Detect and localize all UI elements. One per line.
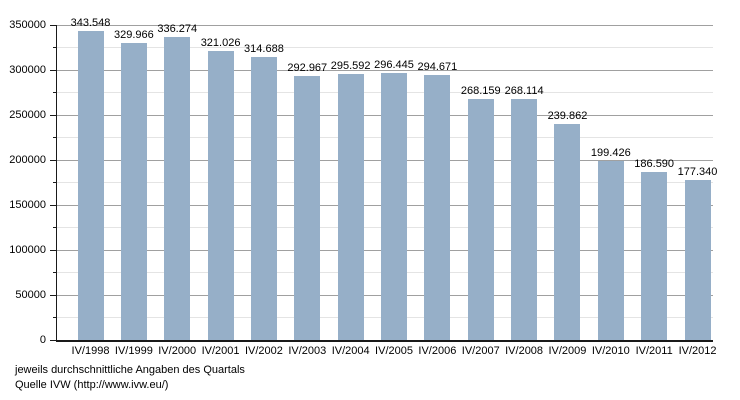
x-tick-label: IV/2009 [548, 345, 587, 357]
bar [597, 160, 624, 340]
bar-value-label: 321.026 [200, 37, 241, 50]
bar [77, 30, 104, 340]
y-minor-tick [53, 272, 57, 273]
y-tick-label: 200000 [9, 154, 46, 166]
y-tick-label: 100000 [9, 244, 46, 256]
y-minor-tick [53, 92, 57, 93]
x-tick-label: IV/2001 [201, 345, 240, 357]
y-tick-label: 0 [39, 334, 46, 346]
bar-value-label: 199.426 [590, 146, 631, 159]
bar-value-label: 239.862 [547, 110, 588, 123]
x-tick-label: IV/2010 [591, 345, 630, 357]
bar [207, 51, 234, 340]
y-axis-line [55, 25, 57, 342]
y-tick-label: 150000 [9, 199, 46, 211]
bar-value-label: 186.590 [634, 158, 675, 171]
y-tick-label: 350000 [9, 19, 46, 31]
bar [294, 76, 321, 340]
x-tick-label: IV/1998 [71, 345, 110, 357]
bar-value-label: 296.445 [374, 59, 414, 72]
x-tick-label: IV/2000 [158, 345, 197, 357]
bar-value-label: 177.340 [677, 166, 718, 179]
x-tick-label: IV/2007 [461, 345, 500, 357]
x-tick-label: IV/2005 [375, 345, 413, 357]
bar [467, 98, 494, 340]
bar-value-label: 343.548 [70, 16, 111, 29]
y-major-tick [50, 294, 57, 296]
bar-value-label: 295.592 [330, 59, 371, 72]
chart-caption-line2: Quelle IVW (http://www.ivw.eu/) [15, 379, 169, 391]
bar-value-label: 292.967 [287, 62, 328, 75]
x-tick-label: IV/2006 [418, 345, 457, 357]
x-axis-line [55, 340, 713, 342]
y-minor-tick [53, 317, 57, 318]
bar [554, 124, 581, 340]
x-tick-label: IV/2008 [505, 345, 544, 357]
bar-value-label: 268.159 [460, 84, 501, 97]
y-tick-label: 250000 [9, 109, 46, 121]
bar [381, 73, 408, 340]
bar-value-label: 268.114 [504, 84, 544, 97]
x-tick-label: IV/2011 [635, 345, 673, 357]
y-minor-tick [53, 227, 57, 228]
y-major-tick [50, 249, 57, 251]
bar [337, 73, 364, 340]
y-major-tick [50, 204, 57, 206]
bar [641, 172, 668, 340]
bar [424, 74, 451, 340]
chart-caption-line1: jeweils durchschnittliche Angaben des Qu… [15, 364, 245, 376]
bar-value-label: 329.966 [113, 29, 154, 42]
bar [120, 43, 147, 340]
y-minor-gridline [57, 47, 713, 48]
bar [684, 180, 711, 340]
bar [250, 56, 277, 340]
y-minor-tick [53, 182, 57, 183]
bar [164, 37, 191, 340]
bar-value-label: 294.671 [417, 60, 458, 73]
bar-value-label: 336.274 [157, 23, 198, 36]
x-tick-label: IV/2003 [288, 345, 327, 357]
y-major-tick [50, 339, 57, 341]
y-tick-label: 300000 [9, 64, 46, 76]
y-major-tick [50, 159, 57, 161]
y-major-gridline [57, 24, 713, 26]
y-major-gridline [57, 69, 713, 71]
x-tick-label: IV/1999 [114, 345, 153, 357]
y-minor-tick [53, 47, 57, 48]
y-minor-tick [53, 137, 57, 138]
bar-value-label: 314.688 [244, 42, 284, 55]
bar [511, 98, 538, 340]
x-tick-label: IV/2004 [331, 345, 370, 357]
y-major-tick [50, 114, 57, 116]
x-tick-label: IV/2012 [678, 345, 717, 357]
y-tick-label: 50000 [15, 289, 46, 301]
y-major-tick [50, 24, 57, 26]
x-tick-label: IV/2002 [244, 345, 283, 357]
y-major-tick [50, 69, 57, 71]
